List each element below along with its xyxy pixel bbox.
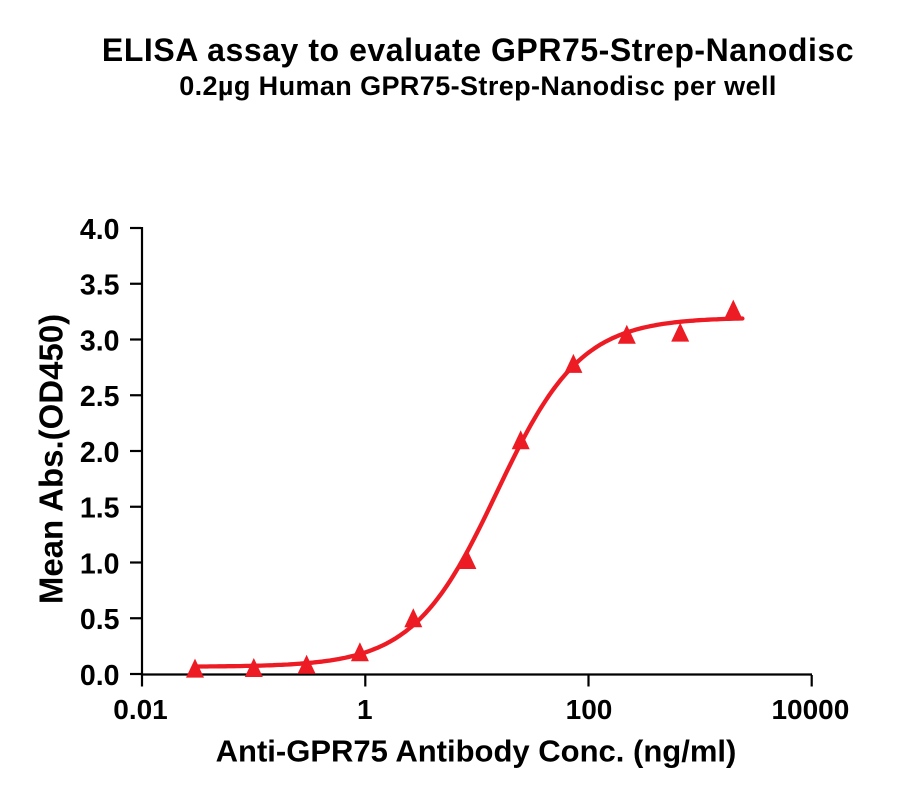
svg-text:0.5: 0.5	[80, 604, 120, 636]
svg-text:3.0: 3.0	[80, 325, 120, 357]
svg-text:1: 1	[357, 694, 373, 725]
svg-text:0.2µg Human GPR75-Strep-Nanodi: 0.2µg Human GPR75-Strep-Nanodisc per wel…	[179, 71, 777, 101]
svg-text:0.0: 0.0	[80, 660, 120, 692]
svg-text:1.0: 1.0	[80, 548, 120, 580]
svg-text:Anti-GPR75 Antibody Conc. (ng/: Anti-GPR75 Antibody Conc. (ng/ml)	[216, 734, 737, 769]
svg-text:1.5: 1.5	[80, 493, 120, 525]
svg-text:3.5: 3.5	[80, 270, 120, 302]
svg-text:Mean Abs.(OD450): Mean Abs.(OD450)	[33, 314, 70, 604]
svg-text:0.01: 0.01	[113, 694, 168, 725]
svg-text:2.5: 2.5	[80, 381, 120, 413]
svg-text:4.0: 4.0	[80, 214, 120, 246]
svg-text:2.0: 2.0	[80, 437, 120, 469]
svg-text:ELISA assay to evaluate GPR75-: ELISA assay to evaluate GPR75-Strep-Nano…	[102, 32, 854, 68]
svg-text:10000: 10000	[771, 694, 849, 725]
svg-text:100: 100	[566, 694, 613, 725]
